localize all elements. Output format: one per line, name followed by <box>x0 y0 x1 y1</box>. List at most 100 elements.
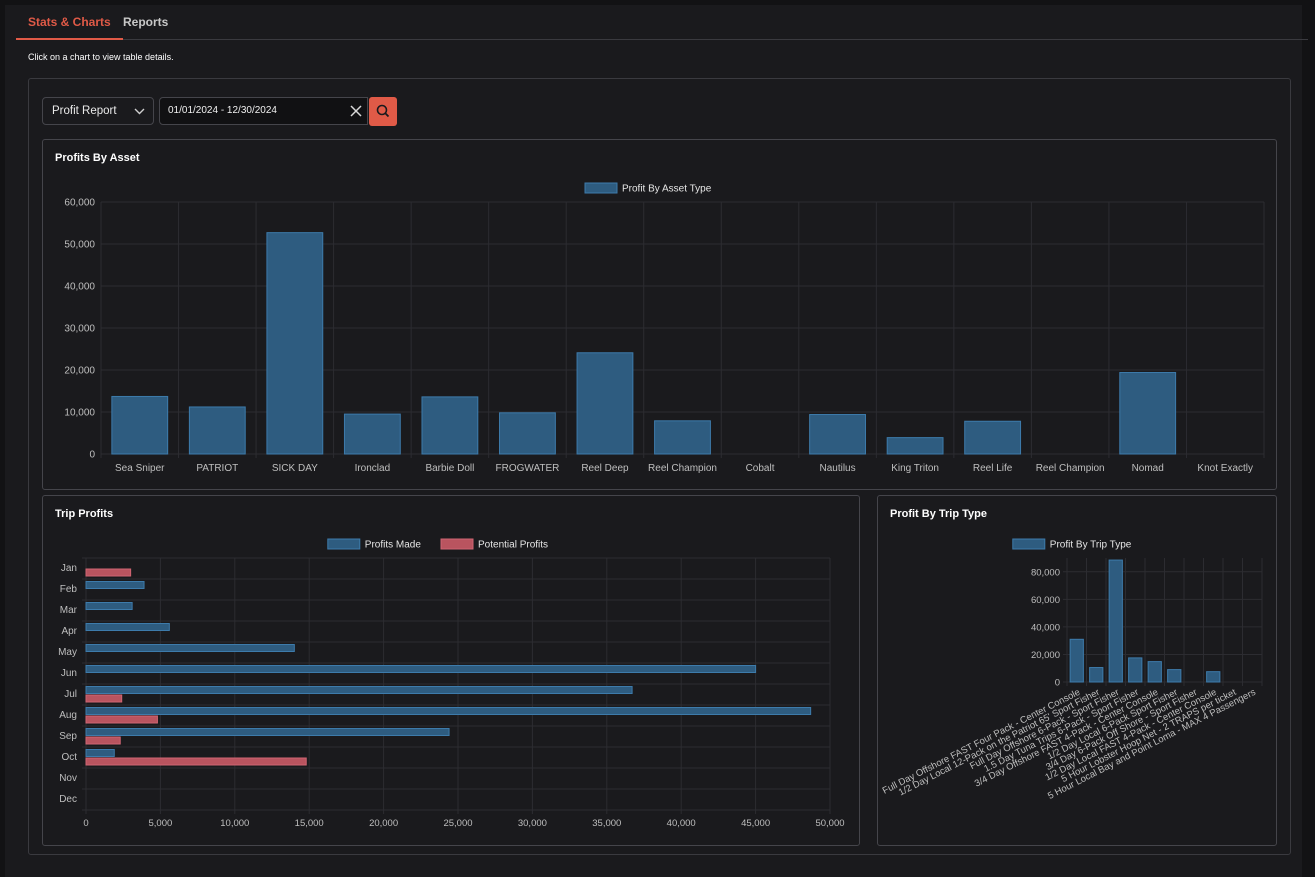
legend-swatch <box>327 538 361 550</box>
bar-profits-made <box>85 749 115 757</box>
trip-profits-card[interactable]: Trip Profits 0 5,000 10,000 15,000 20,000 25,… <box>42 495 860 846</box>
legend-swatch <box>1012 538 1046 550</box>
close-icon[interactable] <box>349 98 363 133</box>
tab-reports[interactable]: Reports <box>123 15 169 29</box>
x-tick-label: 10,000 <box>220 818 249 829</box>
legend-label: Profit By Trip Type <box>1050 540 1132 551</box>
bar-profits-made <box>85 644 295 652</box>
card-title: Profits By Asset <box>55 152 140 164</box>
x-tick-label: SICK DAY <box>272 463 318 474</box>
date-range-input[interactable]: 01/01/2024 - 12/30/2024 <box>159 97 368 125</box>
y-tick-label: Jul <box>64 689 77 700</box>
bar <box>1167 669 1182 683</box>
legend-label: Profits Made <box>365 540 422 551</box>
y-tick-label: Dec <box>59 794 77 805</box>
y-tick-label: 40,000 <box>64 282 95 293</box>
bar <box>1147 661 1162 683</box>
search-button[interactable] <box>369 97 397 126</box>
profit-by-trip-type-card[interactable]: Profit By Trip Type 0 20,000 40,000 60,000 8… <box>877 495 1277 846</box>
card-title: Profit By Trip Type <box>890 508 987 520</box>
y-tick-label: 20,000 <box>1031 650 1060 661</box>
y-tick-label: 0 <box>89 450 95 461</box>
bar <box>1069 638 1084 683</box>
y-tick-label: 80,000 <box>1031 567 1060 578</box>
profits-by-asset-card[interactable]: Profits By Asset 0 10,000 20,000 30,000 40,0… <box>42 139 1277 490</box>
bar-profits-made <box>85 728 450 736</box>
bar <box>1206 671 1221 683</box>
y-tick-label: Feb <box>60 584 78 595</box>
y-tick-label: 60,000 <box>1031 595 1060 606</box>
x-tick-label: Nomad <box>1132 463 1164 474</box>
y-tick-label: 10,000 <box>64 408 95 419</box>
x-tick-label: Cobalt <box>746 463 775 474</box>
bar-profits-made <box>85 665 757 673</box>
report-panel: Profit Report 01/01/2024 - 12/30/2024 Pr… <box>28 78 1291 855</box>
search-icon <box>376 104 390 118</box>
card-title: Trip Profits <box>55 508 114 520</box>
legend-label: Potential Profits <box>478 540 548 551</box>
x-tick-label: 50,000 <box>815 818 844 829</box>
x-tick-label: Reel Deep <box>581 463 629 474</box>
y-tick-label: 0 <box>1055 678 1060 689</box>
y-tick-label: Sep <box>59 731 77 742</box>
bar <box>343 413 401 455</box>
x-tick-label: 0 <box>83 818 88 829</box>
bar-potential-profits <box>85 736 121 745</box>
x-tick-label: 25,000 <box>443 818 472 829</box>
y-tick-label: Nov <box>59 773 77 784</box>
report-type-select[interactable]: Profit Report <box>42 97 154 125</box>
bar <box>1089 667 1104 683</box>
y-tick-label: 30,000 <box>64 324 95 335</box>
app-window: Stats & Charts Reports Click on a chart … <box>5 5 1308 877</box>
x-tick-label: Nautilus <box>819 463 855 474</box>
instruction-text: Click on a chart to view table details. <box>28 52 174 62</box>
bar <box>964 420 1022 455</box>
x-tick-label: Barbie Doll <box>425 463 474 474</box>
date-range-value: 01/01/2024 - 12/30/2024 <box>168 105 277 116</box>
x-tick-label: King Triton <box>891 463 939 474</box>
tab-stats-charts[interactable]: Stats & Charts <box>16 5 123 40</box>
bar-potential-profits <box>85 694 123 703</box>
x-tick-label: Reel Champion <box>1036 463 1105 474</box>
bar-profits-made <box>85 707 812 715</box>
bar-profits-made <box>85 623 170 631</box>
legend-swatch <box>584 182 618 194</box>
bar <box>111 395 169 455</box>
x-tick-label: Reel Life <box>973 463 1013 474</box>
x-tick-label: 5,000 <box>149 818 173 829</box>
y-tick-label: 40,000 <box>1031 622 1060 633</box>
legend-label: Profit By Asset Type <box>622 184 712 195</box>
report-type-value: Profit Report <box>52 105 117 117</box>
bar <box>654 420 711 455</box>
bar-potential-profits <box>85 568 132 577</box>
x-tick-label: Sea Sniper <box>115 463 165 474</box>
bar <box>266 232 324 455</box>
y-tick-label: Oct <box>61 752 77 763</box>
y-tick-label: Aug <box>59 710 77 721</box>
y-tick-label: 20,000 <box>64 366 95 377</box>
x-tick-label: 40,000 <box>667 818 696 829</box>
x-tick-label: 30,000 <box>518 818 547 829</box>
trip-chart[interactable]: 0 5,000 10,000 15,000 20,000 25,000 30,000 35,0… <box>43 496 859 845</box>
x-tick-label: 20,000 <box>369 818 398 829</box>
bar <box>421 396 479 455</box>
bar-profits-made <box>85 686 633 694</box>
bar <box>499 412 556 455</box>
x-tick-label: Knot Exactly <box>1197 463 1253 474</box>
x-tick-label: Ironclad <box>355 463 391 474</box>
asset-chart[interactable]: 0 10,000 20,000 30,000 40,000 50,000 60,000 Sea… <box>43 140 1276 489</box>
bar <box>1128 657 1143 683</box>
y-tick-label: Apr <box>61 626 77 637</box>
bar <box>1119 372 1177 455</box>
y-tick-label: 60,000 <box>64 198 95 209</box>
x-tick-label: 15,000 <box>295 818 324 829</box>
y-tick-label: Mar <box>60 605 78 616</box>
x-tick-label: Reel Champion <box>648 463 717 474</box>
tab-bar: Stats & Charts Reports <box>16 5 1308 40</box>
x-tick-label: 45,000 <box>741 818 770 829</box>
y-tick-label: 50,000 <box>64 240 95 251</box>
bar-potential-profits <box>85 757 307 766</box>
chevron-down-icon <box>134 98 145 134</box>
x-tick-label: 35,000 <box>592 818 621 829</box>
